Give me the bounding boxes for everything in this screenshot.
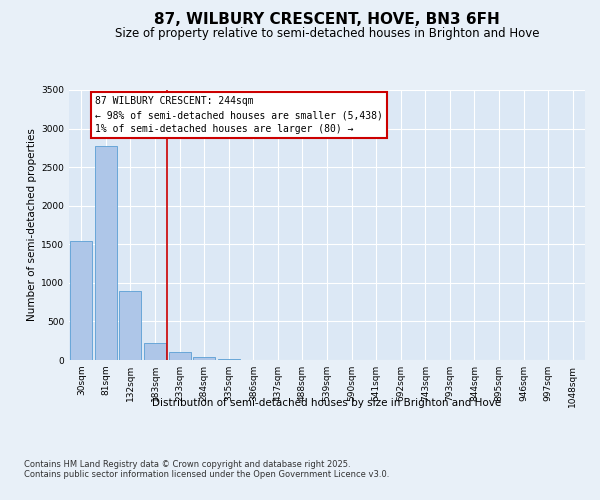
Bar [70, 241, 92, 360]
Text: Distribution of semi-detached houses by size in Brighton and Hove: Distribution of semi-detached houses by … [152, 398, 502, 407]
Bar [119, 290, 142, 360]
Bar [144, 343, 166, 360]
Bar [95, 146, 117, 360]
Bar [169, 352, 191, 360]
Text: Size of property relative to semi-detached houses in Brighton and Hove: Size of property relative to semi-detach… [115, 28, 539, 40]
Bar [218, 359, 240, 360]
Text: Contains HM Land Registry data © Crown copyright and database right 2025.
Contai: Contains HM Land Registry data © Crown c… [24, 460, 389, 479]
Bar [193, 357, 215, 360]
Text: 87 WILBURY CRESCENT: 244sqm
← 98% of semi-detached houses are smaller (5,438)
1%: 87 WILBURY CRESCENT: 244sqm ← 98% of sem… [95, 96, 383, 134]
Y-axis label: Number of semi-detached properties: Number of semi-detached properties [27, 128, 37, 322]
Text: 87, WILBURY CRESCENT, HOVE, BN3 6FH: 87, WILBURY CRESCENT, HOVE, BN3 6FH [154, 12, 500, 28]
